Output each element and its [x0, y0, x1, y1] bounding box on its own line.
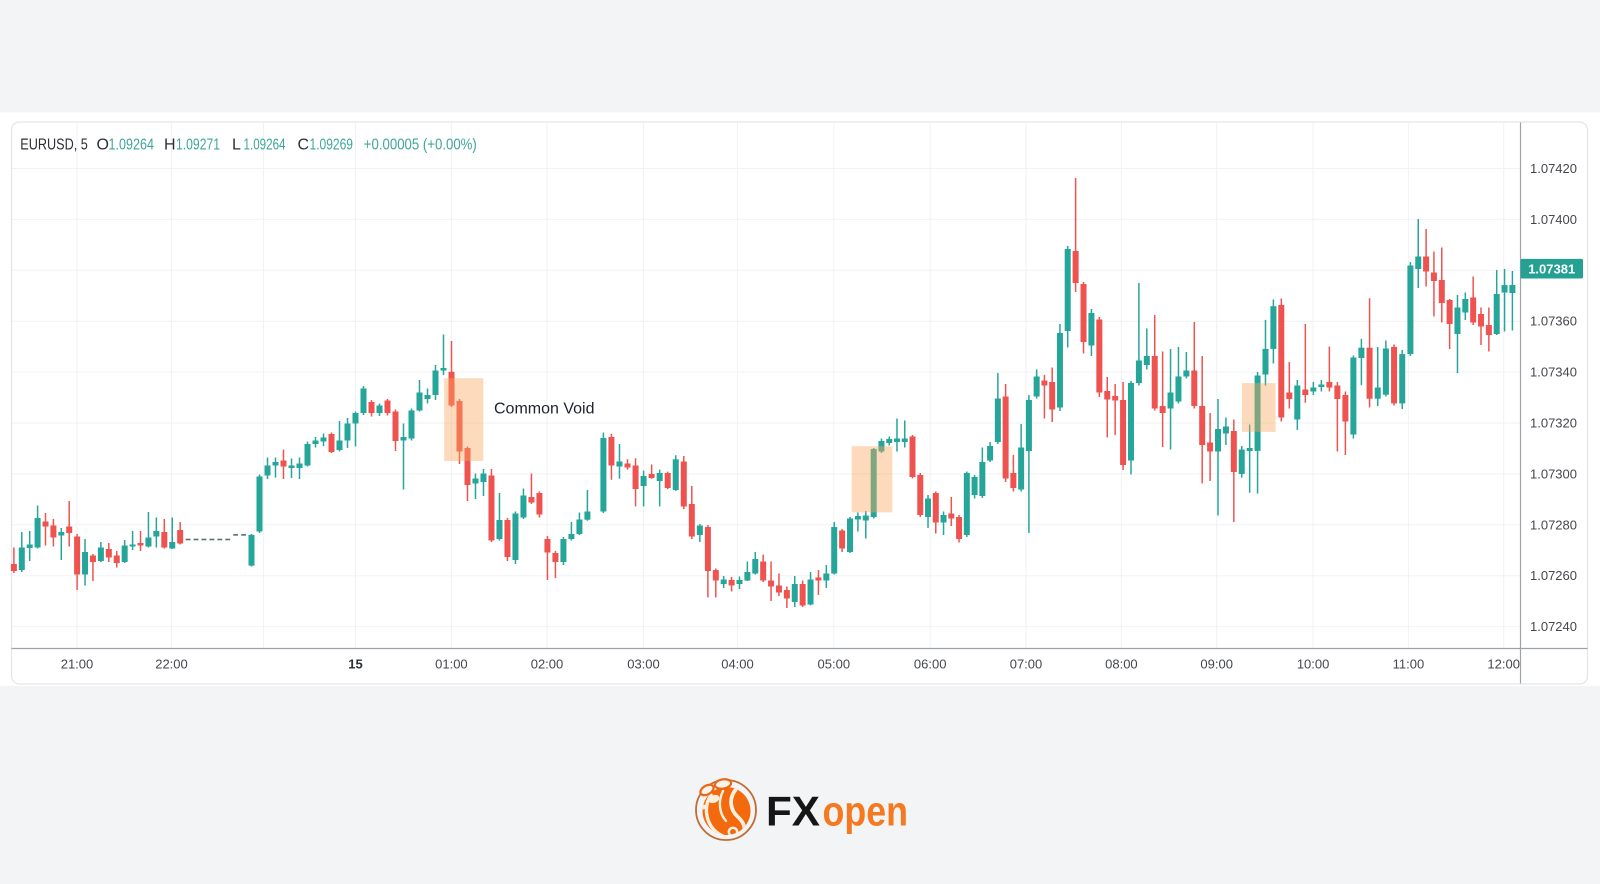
svg-text:1.07340: 1.07340	[1530, 365, 1577, 380]
svg-text:21:00: 21:00	[61, 657, 94, 672]
svg-text:05:00: 05:00	[818, 657, 851, 672]
svg-text:1.09271: 1.09271	[176, 137, 220, 154]
svg-text:1.09264: 1.09264	[244, 137, 286, 154]
svg-text:04:00: 04:00	[721, 657, 754, 672]
svg-text:06:00: 06:00	[914, 657, 947, 672]
svg-text:+0.00005 (+0.00%): +0.00005 (+0.00%)	[364, 137, 477, 154]
svg-text:01:00: 01:00	[435, 657, 468, 672]
svg-text:O: O	[97, 137, 109, 154]
svg-text:FX: FX	[766, 788, 820, 835]
svg-text:1.07360: 1.07360	[1530, 314, 1577, 329]
svg-text:1.09269: 1.09269	[310, 137, 354, 154]
svg-text:15: 15	[348, 657, 362, 672]
svg-text:03:00: 03:00	[627, 657, 660, 672]
svg-text:1.09264: 1.09264	[109, 137, 155, 154]
svg-text:12:00: 12:00	[1487, 657, 1520, 672]
svg-text:08:00: 08:00	[1105, 657, 1138, 672]
svg-text:1.07381: 1.07381	[1528, 261, 1575, 276]
svg-text:1.07240: 1.07240	[1530, 619, 1577, 634]
svg-text:09:00: 09:00	[1200, 657, 1233, 672]
svg-text:07:00: 07:00	[1010, 657, 1043, 672]
svg-text:EURUSD, 5: EURUSD, 5	[20, 137, 88, 154]
svg-text:open: open	[823, 788, 909, 835]
svg-text:1.07400: 1.07400	[1530, 212, 1577, 227]
svg-text:11:00: 11:00	[1393, 657, 1425, 672]
svg-text:22:00: 22:00	[155, 657, 188, 672]
svg-text:Common Void: Common Void	[494, 401, 595, 418]
svg-text:1.07260: 1.07260	[1530, 568, 1577, 583]
svg-text:02:00: 02:00	[531, 657, 564, 672]
svg-text:C: C	[298, 137, 310, 154]
svg-text:1.07300: 1.07300	[1530, 466, 1577, 481]
svg-text:H: H	[164, 137, 176, 154]
svg-text:10:00: 10:00	[1297, 657, 1330, 672]
svg-text:1.07320: 1.07320	[1530, 416, 1577, 431]
svg-text:1.07420: 1.07420	[1530, 161, 1577, 176]
svg-text:1.07280: 1.07280	[1530, 517, 1577, 532]
svg-text:L: L	[232, 137, 241, 154]
